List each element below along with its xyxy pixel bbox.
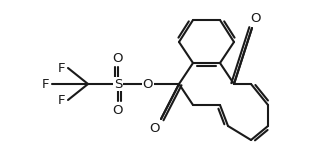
Text: F: F — [42, 77, 50, 90]
Text: F: F — [58, 94, 66, 106]
Text: O: O — [113, 104, 123, 117]
Text: F: F — [58, 62, 66, 75]
Text: O: O — [143, 77, 153, 90]
Text: O: O — [251, 11, 261, 24]
Text: S: S — [114, 77, 122, 90]
Text: O: O — [113, 52, 123, 65]
Text: O: O — [150, 123, 160, 136]
